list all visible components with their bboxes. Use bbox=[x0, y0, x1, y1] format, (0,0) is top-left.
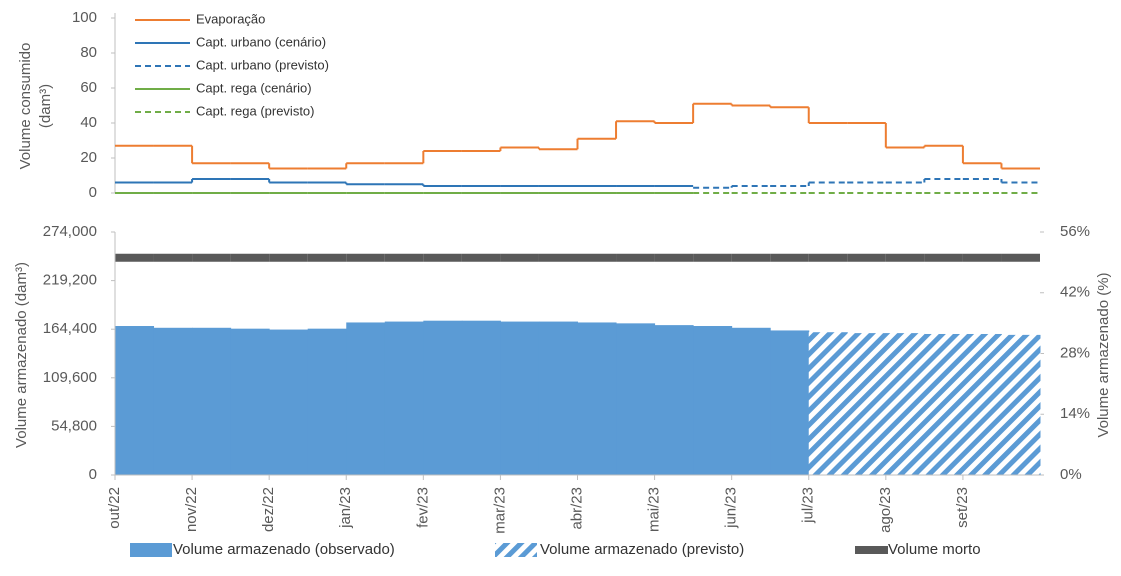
area-segment bbox=[307, 328, 347, 475]
area-segment bbox=[423, 320, 463, 475]
x-tick-label: set/23 bbox=[954, 487, 971, 528]
y-tick-label: 60 bbox=[80, 79, 97, 96]
area-segment bbox=[1001, 334, 1041, 475]
y-tick-label: 274,000 bbox=[43, 223, 97, 240]
y-tick-label: 80 bbox=[80, 44, 97, 61]
x-tick-label: nov/22 bbox=[183, 487, 200, 532]
y-axis-label: (dam³) bbox=[37, 84, 54, 128]
area-segment bbox=[115, 326, 155, 475]
y2-tick-label: 0% bbox=[1060, 466, 1082, 483]
area-segment bbox=[500, 321, 540, 475]
area-segment bbox=[616, 323, 656, 475]
area-segment bbox=[153, 327, 193, 475]
y-tick-label: 54,800 bbox=[51, 417, 97, 434]
legend-label: Capt. rega (previsto) bbox=[196, 103, 315, 118]
area-segment bbox=[693, 326, 733, 475]
y2-tick-label: 56% bbox=[1060, 223, 1090, 240]
y-tick-label: 164,400 bbox=[43, 320, 97, 337]
area-segment bbox=[192, 327, 232, 475]
area-segment bbox=[731, 327, 771, 475]
legend-swatch bbox=[130, 543, 172, 557]
legend-swatch bbox=[495, 543, 537, 557]
x-tick-label: ago/23 bbox=[877, 487, 894, 533]
y-tick-label: 0 bbox=[89, 184, 97, 201]
y-axis-label: Volume consumido bbox=[17, 43, 34, 170]
x-tick-label: jul/23 bbox=[800, 487, 817, 524]
x-tick-label: mai/23 bbox=[646, 487, 663, 532]
legend-label: Capt. rega (cenário) bbox=[196, 80, 312, 95]
y-tick-label: 109,600 bbox=[43, 369, 97, 386]
x-tick-label: fev/23 bbox=[414, 487, 431, 528]
area-segment bbox=[654, 325, 694, 475]
x-tick-label: jun/23 bbox=[723, 487, 740, 529]
y2-axis-label: Volume armazenado (%) bbox=[1095, 272, 1112, 437]
area-segment bbox=[230, 328, 270, 475]
legend-label: Volume armazenado (previsto) bbox=[540, 541, 744, 558]
y-tick-label: 40 bbox=[80, 114, 97, 131]
legend-label: Evaporação bbox=[196, 11, 265, 26]
area-segment bbox=[770, 330, 810, 475]
y-tick-label: 0 bbox=[89, 466, 97, 483]
area-segment bbox=[346, 322, 386, 475]
y2-tick-label: 28% bbox=[1060, 344, 1090, 361]
area-segment bbox=[885, 333, 925, 475]
area-segment bbox=[384, 321, 424, 475]
area-segment bbox=[269, 329, 309, 475]
legend-label: Volume morto bbox=[888, 541, 981, 558]
legend-label: Capt. urbano (previsto) bbox=[196, 57, 329, 72]
x-tick-label: jan/23 bbox=[337, 487, 354, 529]
x-tick-label: out/22 bbox=[106, 487, 123, 529]
area-segment bbox=[538, 321, 578, 475]
legend-label: Capt. urbano (cenário) bbox=[196, 34, 326, 49]
area-segment bbox=[808, 332, 848, 475]
area-segment bbox=[461, 320, 501, 475]
y-tick-label: 100 bbox=[72, 9, 97, 26]
x-tick-label: abr/23 bbox=[568, 487, 585, 530]
y-tick-label: 219,200 bbox=[43, 272, 97, 289]
y-axis-label: Volume armazenado (dam³) bbox=[13, 262, 30, 448]
x-tick-label: mar/23 bbox=[491, 487, 508, 534]
legend-label: Volume armazenado (observado) bbox=[173, 541, 395, 558]
area-segment bbox=[924, 333, 964, 475]
area-segment bbox=[962, 333, 1002, 475]
y2-tick-label: 14% bbox=[1060, 405, 1090, 422]
x-tick-label: dez/22 bbox=[260, 487, 277, 532]
area-segment bbox=[577, 322, 617, 475]
y-tick-label: 20 bbox=[80, 149, 97, 166]
y2-tick-label: 42% bbox=[1060, 284, 1090, 301]
area-segment bbox=[847, 333, 887, 475]
